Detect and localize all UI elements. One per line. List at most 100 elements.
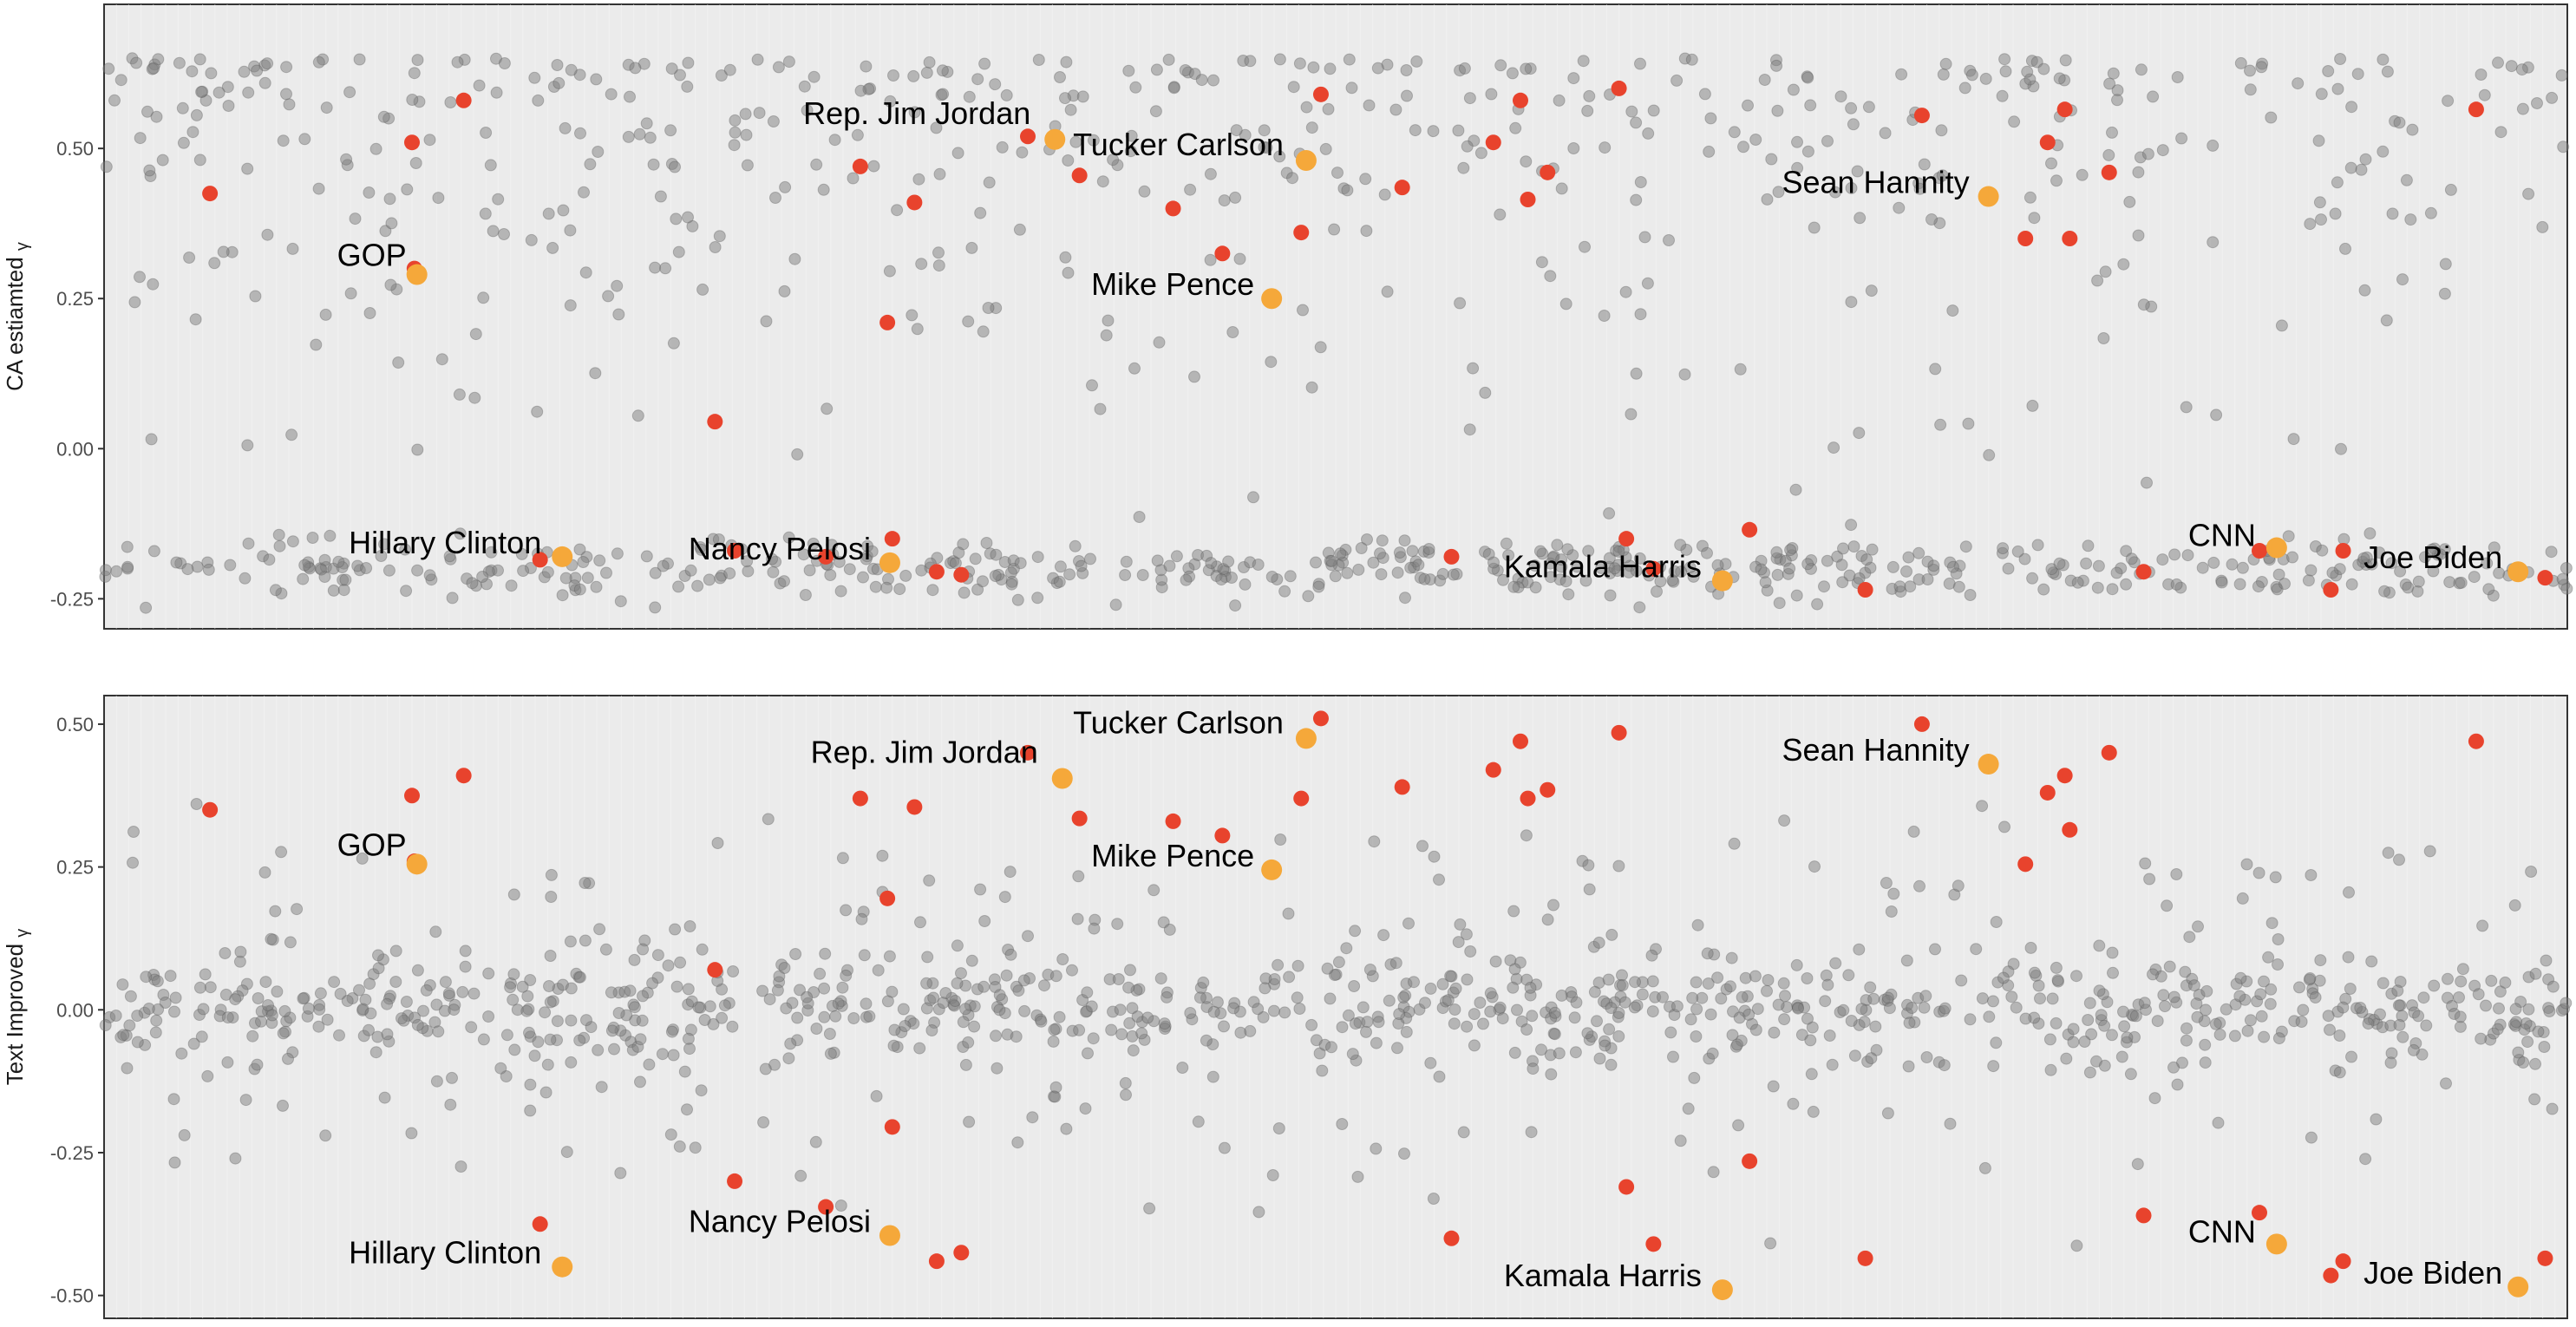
grid-lines (115, 696, 2556, 1318)
scatter-point (1808, 860, 1821, 873)
scatter-point (1598, 310, 1611, 322)
point-label: Tucker Carlson (1073, 127, 1284, 162)
scatter-point (1726, 1029, 1739, 1042)
scatter-point (772, 61, 785, 74)
scatter-point (1641, 277, 1654, 290)
scatter-point (1777, 977, 1790, 990)
scatter-point (1579, 574, 1592, 587)
scatter-point (897, 1003, 910, 1016)
scatter-point (1233, 252, 1246, 265)
scatter-point (1997, 971, 2010, 984)
scatter-point (1506, 67, 1519, 80)
point-label: Tucker Carlson (1073, 704, 1284, 740)
scatter-point (2545, 546, 2558, 559)
scatter-point (2560, 997, 2573, 1010)
scatter-point (1867, 992, 1880, 1005)
scatter-point (1363, 964, 1376, 976)
scatter-point (2171, 1078, 2184, 1091)
scatter-point (1778, 814, 1791, 827)
scatter-point (1525, 1126, 1538, 1139)
scatter-point (925, 1024, 938, 1036)
scatter-point (150, 1014, 163, 1027)
scatter-point (1765, 153, 1778, 166)
scatter-point (1206, 1070, 1219, 1083)
scatter-point (271, 985, 284, 998)
scatter-point (1821, 554, 1834, 567)
scatter-point (321, 1013, 334, 1026)
highlight-point (2056, 101, 2073, 118)
scatter-point (1087, 134, 1100, 147)
y-tick-label: 0.25 (56, 857, 94, 879)
scatter-point (847, 1012, 860, 1024)
scatter-point (1535, 256, 1548, 269)
scatter-point (2322, 1010, 2335, 1023)
scatter-point (2200, 984, 2213, 997)
highlight-point (2252, 1205, 2267, 1221)
scatter-point (669, 923, 682, 936)
scatter-point (2355, 163, 2368, 176)
scatter-point (1952, 879, 1965, 892)
scatter-point (1124, 145, 1137, 158)
scatter-point (682, 56, 695, 69)
highlight-point (852, 158, 868, 174)
scatter-point (1218, 194, 1231, 207)
scatter-point (384, 278, 397, 291)
scatter-point (1226, 326, 1239, 338)
scatter-point (778, 284, 791, 297)
scatter-point (1324, 62, 1337, 75)
scatter-point (1853, 943, 1866, 956)
scatter-point (2522, 187, 2535, 200)
scatter-point (1976, 992, 1989, 1005)
scatter-point (2326, 566, 2339, 579)
scatter-point (2407, 1043, 2420, 1056)
scatter-point (1018, 1004, 1031, 1017)
scatter-point (1357, 1001, 1370, 1014)
scatter-point (1215, 573, 1228, 586)
scatter-point (911, 323, 924, 336)
scatter-point (2444, 183, 2457, 196)
scatter-point (1229, 191, 1242, 204)
scatter-point (167, 1093, 180, 1106)
y-axis-symbol: γ (13, 242, 32, 251)
scatter-point (364, 1007, 377, 1020)
scatter-point (523, 1026, 535, 1039)
labeled-point-marker (1261, 859, 1283, 880)
scatter-point (1000, 88, 1013, 101)
scatter-point (2098, 1059, 2111, 1072)
scatter-point (2512, 1046, 2525, 1059)
scatter-point (1762, 974, 1775, 986)
scatter-point (116, 978, 129, 991)
scatter-point (2333, 1066, 2346, 1079)
scatter-point (741, 159, 754, 172)
highlight-point (707, 962, 723, 978)
scatter-point (168, 1005, 180, 1018)
scatter-point (1088, 922, 1101, 935)
scatter-point (1701, 546, 1713, 559)
scatter-point (1630, 193, 1643, 206)
scatter-point (396, 1012, 408, 1025)
scatter-point (1079, 1102, 1092, 1115)
scatter-point (411, 1018, 424, 1031)
scatter-point (1348, 980, 1361, 992)
scatter-point (1701, 947, 1714, 960)
scatter-point (2264, 997, 2277, 1010)
scatter-point (1005, 578, 1018, 591)
scatter-point (1791, 135, 1803, 148)
scatter-point (494, 1062, 507, 1075)
scatter-point (275, 846, 288, 859)
scatter-point (2374, 1008, 2386, 1021)
scatter-point (762, 813, 775, 826)
scatter-point (2476, 919, 2489, 932)
scatter-point (828, 134, 841, 147)
scatter-point (1645, 949, 1658, 962)
highlight-point (1857, 1250, 1873, 1266)
scatter-point (500, 1029, 513, 1042)
scatter-point (2520, 1017, 2533, 1030)
scatter-point (784, 1037, 797, 1050)
highlight-point (1742, 521, 1758, 538)
scatter-point (888, 1023, 901, 1036)
scatter-point (2183, 931, 2196, 944)
scatter-point (1448, 1017, 1461, 1030)
scatter-point (1457, 161, 1470, 174)
scatter-point (2244, 83, 2257, 96)
